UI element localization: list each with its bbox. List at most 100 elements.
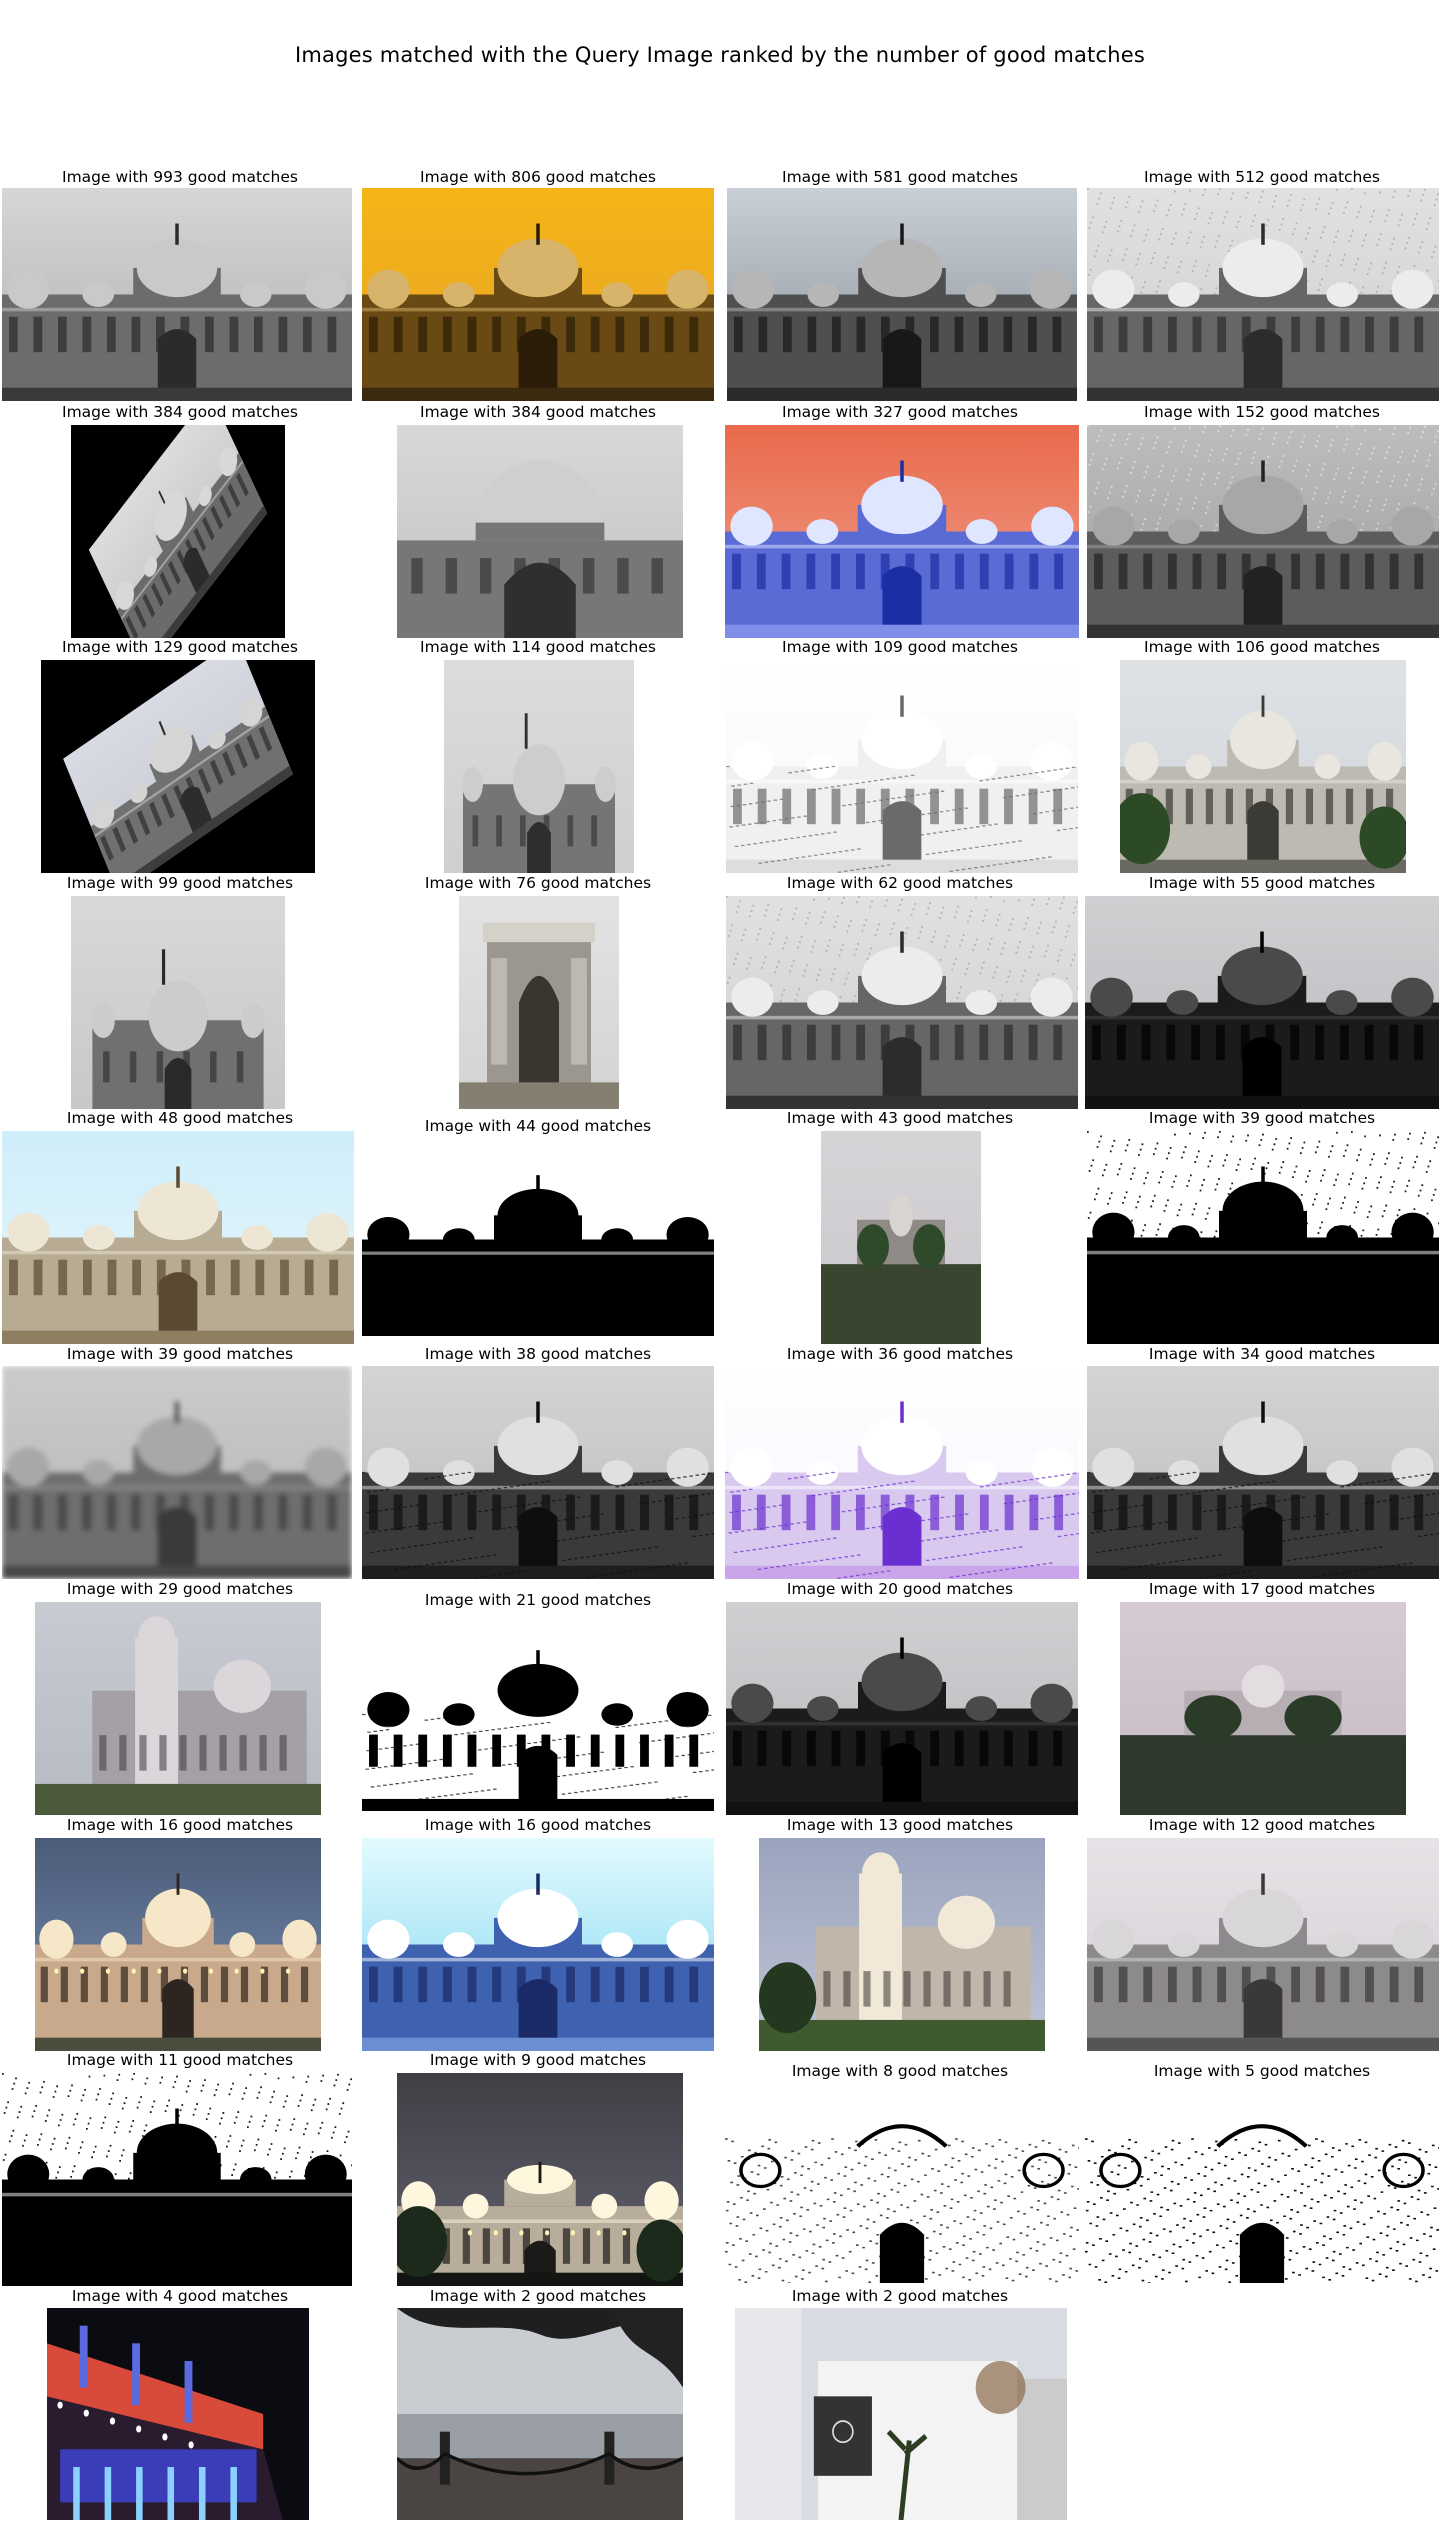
result-item: Image with 62 good matches xyxy=(720,874,1080,1109)
result-image xyxy=(1087,425,1439,638)
result-item: Image with 11 good matches xyxy=(0,2051,360,2286)
result-caption: Image with 384 good matches xyxy=(420,403,656,421)
result-item: Image with 29 good matches xyxy=(0,1580,360,1815)
result-item: Image with 8 good matches xyxy=(720,2062,1080,2297)
result-item: Image with 43 good matches xyxy=(720,1109,1080,1344)
result-image xyxy=(362,1366,714,1579)
result-item: Image with 806 good matches xyxy=(358,168,718,403)
result-item: Image with 384 good matches xyxy=(358,403,718,638)
result-image xyxy=(35,1602,321,1815)
result-image xyxy=(459,896,619,1109)
result-image xyxy=(397,2308,683,2520)
result-image xyxy=(726,1602,1078,1815)
result-image xyxy=(35,1838,321,2051)
result-caption: Image with 152 good matches xyxy=(1144,403,1380,421)
result-item: Image with 152 good matches xyxy=(1082,403,1440,638)
result-caption: Image with 38 good matches xyxy=(424,1345,652,1363)
result-image xyxy=(71,896,285,1109)
result-item: Image with 39 good matches xyxy=(0,1345,360,1580)
result-item: Image with 109 good matches xyxy=(720,638,1080,873)
result-item: Image with 48 good matches xyxy=(0,1109,360,1344)
result-caption: Image with 29 good matches xyxy=(66,1580,294,1598)
result-caption: Image with 39 good matches xyxy=(1148,1109,1376,1127)
result-item: Image with 16 good matches xyxy=(358,1816,718,2051)
result-caption: Image with 9 good matches xyxy=(429,2051,647,2069)
result-caption: Image with 12 good matches xyxy=(1148,1816,1376,1834)
result-caption: Image with 17 good matches xyxy=(1148,1580,1376,1598)
result-image xyxy=(1087,1366,1439,1579)
result-item: Image with 76 good matches xyxy=(358,874,718,1109)
result-caption: Image with 11 good matches xyxy=(66,2051,294,2069)
result-item: Image with 99 good matches xyxy=(0,874,360,1109)
result-image xyxy=(725,425,1079,638)
result-item: Image with 13 good matches xyxy=(720,1816,1080,2051)
result-item: Image with 2 good matches xyxy=(720,2287,1080,2522)
result-item: Image with 993 good matches xyxy=(0,168,360,403)
result-caption: Image with 44 good matches xyxy=(424,1117,652,1135)
result-item: Image with 114 good matches xyxy=(358,638,718,873)
result-caption: Image with 21 good matches xyxy=(424,1591,652,1609)
result-image xyxy=(726,660,1078,873)
result-image xyxy=(726,896,1078,1109)
result-image xyxy=(1085,2090,1439,2283)
result-caption: Image with 62 good matches xyxy=(786,874,1014,892)
result-caption: Image with 76 good matches xyxy=(424,874,652,892)
result-caption: Image with 106 good matches xyxy=(1144,638,1380,656)
result-image xyxy=(362,1838,714,2051)
result-image xyxy=(362,1143,714,1336)
result-image xyxy=(1087,1838,1439,2051)
result-item: Image with 106 good matches xyxy=(1082,638,1440,873)
result-item: Image with 16 good matches xyxy=(0,1816,360,2051)
result-image xyxy=(397,425,683,638)
result-item: Image with 9 good matches xyxy=(358,2051,718,2286)
result-image xyxy=(1120,660,1406,873)
result-image xyxy=(759,1838,1045,2051)
result-image xyxy=(71,425,285,638)
result-caption: Image with 2 good matches xyxy=(791,2287,1009,2305)
result-item: Image with 384 good matches xyxy=(0,403,360,638)
result-item: Image with 512 good matches xyxy=(1082,168,1440,403)
result-caption: Image with 13 good matches xyxy=(786,1816,1014,1834)
result-caption: Image with 36 good matches xyxy=(786,1345,1014,1363)
result-item: Image with 129 good matches xyxy=(0,638,360,873)
result-image xyxy=(2,1131,354,1344)
result-item: Image with 20 good matches xyxy=(720,1580,1080,1815)
result-caption: Image with 16 good matches xyxy=(424,1816,652,1834)
result-caption: Image with 48 good matches xyxy=(66,1109,294,1127)
result-item: Image with 327 good matches xyxy=(720,403,1080,638)
result-image xyxy=(1085,896,1439,1109)
result-item: Image with 36 good matches xyxy=(720,1345,1080,1580)
result-image xyxy=(725,2090,1079,2283)
result-item: Image with 21 good matches xyxy=(358,1591,718,1826)
result-image xyxy=(725,1366,1079,1579)
result-caption: Image with 993 good matches xyxy=(62,168,298,186)
result-image xyxy=(727,188,1077,401)
result-image xyxy=(735,2308,1067,2520)
result-item: Image with 34 good matches xyxy=(1082,1345,1440,1580)
result-item: Image with 38 good matches xyxy=(358,1345,718,1580)
result-image xyxy=(362,1618,714,1811)
result-image xyxy=(362,188,714,401)
result-image xyxy=(2,2073,352,2286)
result-item: Image with 581 good matches xyxy=(720,168,1080,403)
result-item: Image with 39 good matches xyxy=(1082,1109,1440,1344)
result-item: Image with 4 good matches xyxy=(0,2287,360,2522)
result-caption: Image with 384 good matches xyxy=(62,403,298,421)
result-caption: Image with 20 good matches xyxy=(786,1580,1014,1598)
result-caption: Image with 16 good matches xyxy=(66,1816,294,1834)
result-caption: Image with 109 good matches xyxy=(782,638,1018,656)
result-item: Image with 2 good matches xyxy=(358,2287,718,2522)
result-caption: Image with 55 good matches xyxy=(1148,874,1376,892)
result-caption: Image with 2 good matches xyxy=(429,2287,647,2305)
result-caption: Image with 327 good matches xyxy=(782,403,1018,421)
result-caption: Image with 43 good matches xyxy=(786,1109,1014,1127)
result-image xyxy=(47,2308,309,2520)
result-image xyxy=(1087,188,1439,401)
result-caption: Image with 581 good matches xyxy=(782,168,1018,186)
result-item: Image with 12 good matches xyxy=(1082,1816,1440,2051)
result-caption: Image with 8 good matches xyxy=(791,2062,1009,2080)
result-image xyxy=(1120,1602,1406,1815)
result-image xyxy=(2,188,352,401)
result-caption: Image with 39 good matches xyxy=(66,1345,294,1363)
